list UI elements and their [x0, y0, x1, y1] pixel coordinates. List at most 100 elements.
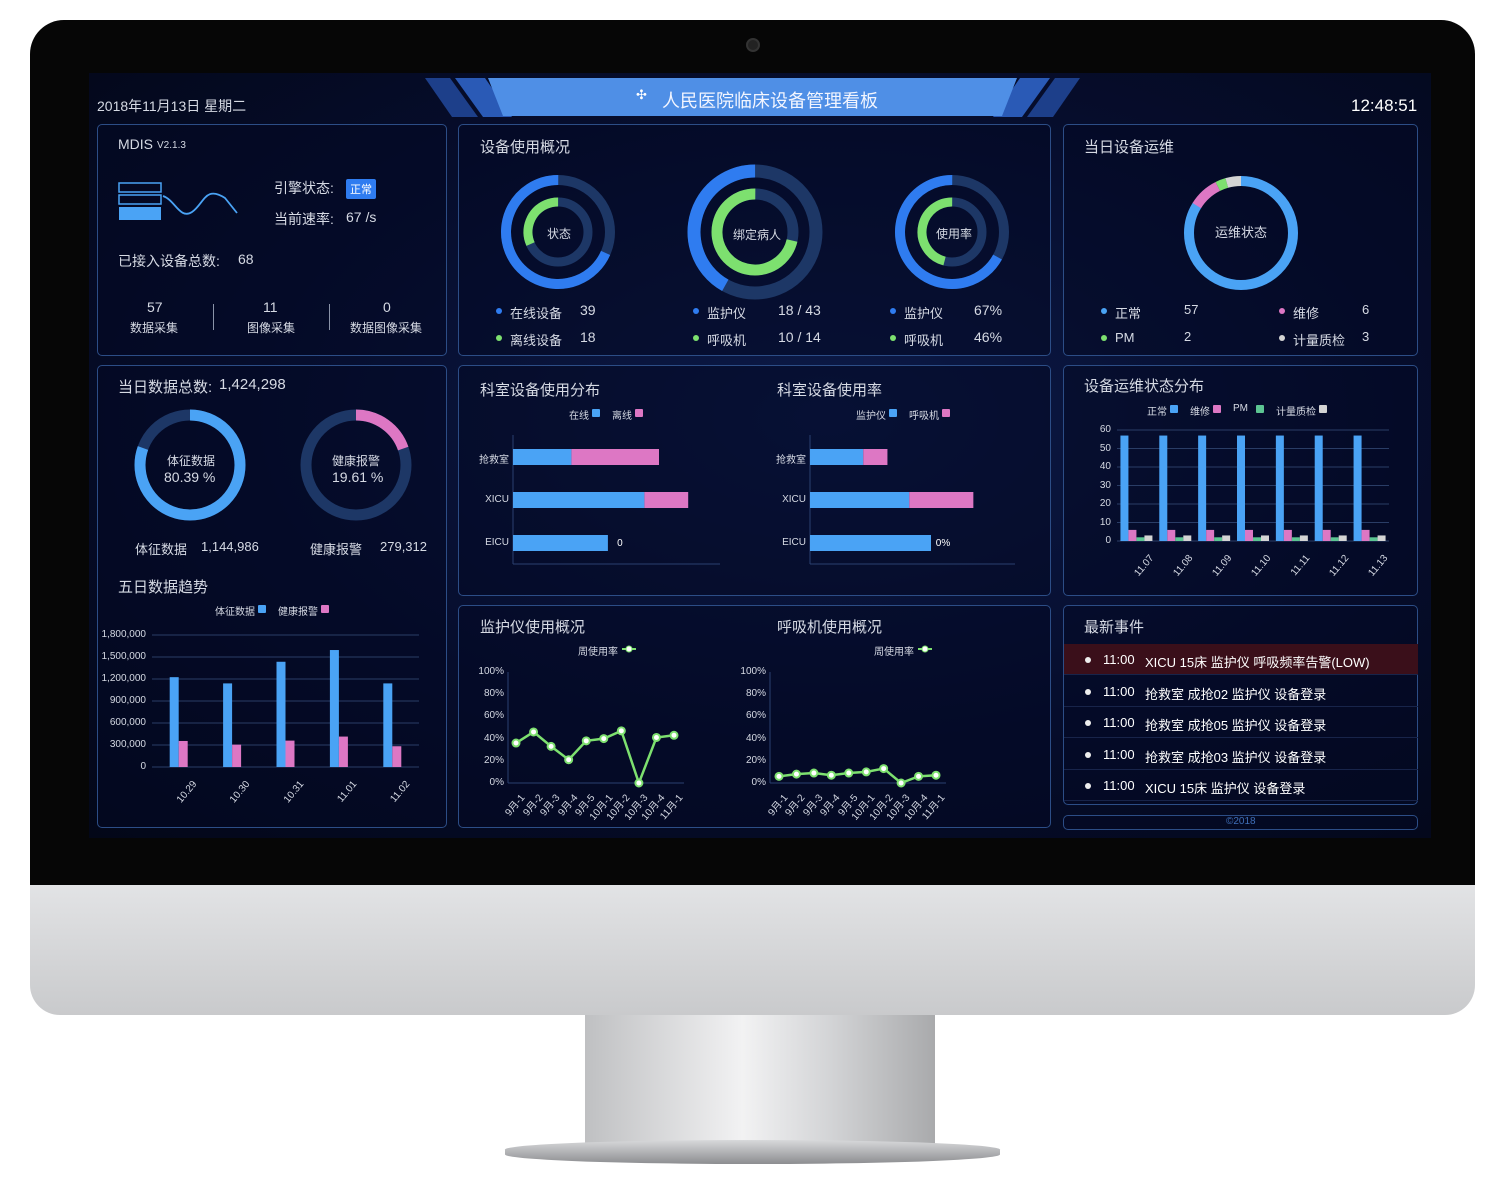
event-text: 抢救室 成抢05 监护仪 设备登录 — [1145, 718, 1327, 733]
bar — [863, 449, 888, 465]
donut-center-label: 健康报警 — [332, 454, 381, 468]
legend-value: 2 — [1184, 329, 1192, 344]
total-devices-value: 68 — [238, 251, 254, 267]
donut-arc — [134, 409, 246, 521]
panel-usage — [458, 124, 1051, 356]
bar — [285, 740, 295, 767]
bar — [1338, 535, 1347, 541]
bar — [1275, 435, 1284, 541]
y-tick-label: 80% — [483, 688, 504, 700]
engine-status-label: 引擎状态: — [274, 180, 334, 196]
y-tick-label: 300,000 — [109, 739, 146, 750]
legend-value: 46% — [974, 329, 1003, 345]
event-row[interactable] — [1064, 770, 1418, 801]
bullet-icon — [1085, 751, 1091, 758]
bar — [909, 492, 974, 508]
event-row[interactable] — [1064, 739, 1418, 770]
event-time: 11:00 — [1103, 652, 1135, 667]
ops-arc — [1184, 176, 1298, 290]
bar — [223, 683, 233, 767]
y-tick-label: 20% — [483, 754, 504, 766]
y-tick-label: 0 — [1105, 535, 1111, 546]
bar — [571, 449, 659, 465]
donut-center-label: 绑定病人 — [733, 228, 782, 242]
legend-label: 周使用率 — [874, 647, 914, 658]
y-tick-label: XICU — [782, 494, 806, 505]
engine-status-badge: 正常 — [346, 179, 376, 199]
panel-system — [97, 124, 447, 356]
legend-label: 呼吸机 — [904, 333, 944, 348]
y-tick-label: 80% — [745, 688, 766, 700]
bar — [1361, 529, 1370, 541]
page-title: 人民医院临床设备管理看板 — [662, 91, 878, 111]
bar — [513, 449, 572, 465]
event-row[interactable] — [1064, 707, 1418, 738]
donut-center-label: 体征数据 — [167, 454, 216, 468]
data-point — [826, 770, 836, 780]
event-row[interactable] — [1064, 676, 1418, 707]
legend-swatch — [942, 409, 950, 417]
bullet-icon — [1085, 720, 1091, 726]
y-tick-label: 抢救室 — [479, 455, 509, 466]
y-tick-label: 20 — [1099, 498, 1111, 509]
bar — [1136, 537, 1145, 541]
event-time: 11:00 — [1103, 683, 1135, 699]
legend-label: 离线 — [612, 411, 632, 422]
bar — [513, 535, 608, 551]
daily-item-label: 健康报警 — [310, 542, 363, 557]
event-text: XICU 15床 监护仪 设备登录 — [1145, 781, 1306, 796]
data-point — [861, 767, 871, 777]
data-point — [844, 768, 854, 778]
daily-total-label: 当日数据总数: — [118, 379, 213, 396]
legend-label: 正常 — [1115, 306, 1142, 321]
bullet-icon — [1085, 657, 1091, 663]
legend-label: PM — [1233, 403, 1248, 414]
data-point — [651, 732, 661, 742]
bar — [383, 683, 393, 767]
bar-value-label: 0 — [617, 538, 623, 549]
donut-inner-arc — [523, 197, 593, 267]
legend-swatch — [1319, 405, 1327, 413]
y-tick-label: 100% — [740, 666, 766, 677]
legend-dot — [1101, 335, 1107, 341]
y-tick-label: 50 — [1099, 442, 1111, 454]
legend-dot — [496, 308, 502, 314]
legend-label: 在线设备 — [510, 306, 563, 321]
event-row[interactable] — [1064, 644, 1418, 675]
bar — [1183, 535, 1192, 541]
bar — [810, 449, 864, 465]
bar — [644, 492, 689, 508]
y-tick-label: 40 — [1099, 461, 1111, 472]
legend-swatch — [321, 605, 329, 613]
event-text: 抢救室 成抢03 监护仪 设备登录 — [1145, 749, 1327, 765]
legend-dot — [1279, 335, 1285, 341]
legend-label: 维修 — [1293, 306, 1320, 321]
data-point — [511, 738, 521, 748]
bar — [1253, 537, 1261, 541]
event-time: 11:00 — [1103, 778, 1135, 793]
data-point — [581, 736, 591, 746]
legend-label: 维修 — [1190, 407, 1210, 418]
data-point — [564, 755, 574, 765]
copyright: ©2018 — [1226, 816, 1256, 827]
legend-swatch — [1213, 405, 1221, 413]
monitor-stand — [585, 1015, 935, 1147]
monitor-base — [505, 1140, 1000, 1164]
y-tick-label: 20% — [745, 754, 766, 766]
legend-label: 呼吸机 — [707, 333, 747, 348]
legend-swatch — [592, 409, 600, 417]
legend-value: 18 — [580, 329, 596, 345]
panel-dept — [458, 365, 1051, 596]
bar — [1198, 435, 1207, 541]
bar-value-label: 0% — [935, 538, 951, 549]
bar — [1283, 529, 1292, 541]
legend-value: 57 — [1184, 302, 1199, 317]
donut-inner-arc — [917, 197, 987, 267]
y-tick-label: 60% — [745, 710, 766, 722]
chart-title: 科室设备使用率 — [777, 382, 883, 399]
legend-dot — [693, 335, 699, 341]
legend-value: 67% — [974, 302, 1003, 318]
donut-arc — [300, 409, 412, 521]
rate-label: 当前速率: — [274, 211, 334, 227]
series-line — [515, 729, 675, 787]
